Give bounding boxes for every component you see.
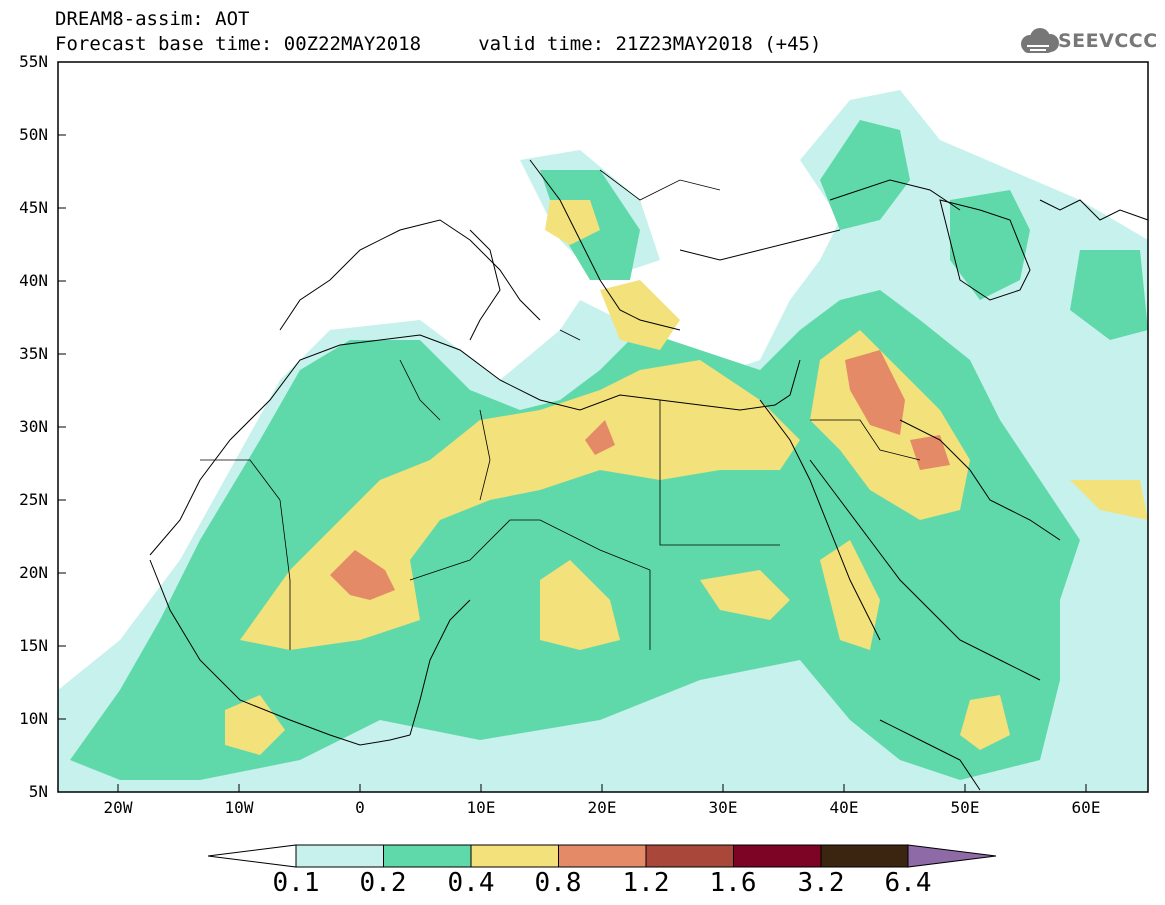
aot-band-0.8 — [330, 350, 950, 600]
lat-label-30n: 30N — [19, 417, 48, 436]
colorbar-cell-0.2 — [383, 844, 472, 868]
colorbar-cell-0.8 — [558, 844, 647, 868]
colorbar-label-1.6: 1.6 — [709, 868, 757, 898]
logo-text: SEEVCCC — [1058, 30, 1158, 52]
lat-label-40n: 40N — [19, 271, 48, 290]
colorbar-high-arrow — [907, 844, 997, 868]
lon-label-0: 0 — [355, 798, 365, 817]
colorbar-cell-1.2 — [645, 844, 734, 868]
lat-label-35n: 35N — [19, 344, 48, 363]
lat-label-55n: 55N — [19, 52, 48, 71]
coastlines — [149, 159, 1149, 791]
lat-label-15n: 15N — [19, 636, 48, 655]
lon-label-50e: 50E — [950, 798, 980, 817]
lat-label-45n: 45N — [19, 198, 48, 217]
lat-label-10n: 10N — [19, 709, 48, 728]
colorbar-label-0.2: 0.2 — [359, 868, 407, 898]
country-borders — [200, 169, 921, 650]
cloud-logo-icon — [1021, 28, 1059, 53]
lon-label-30e: 30E — [708, 798, 738, 817]
lon-label-20w: 20W — [103, 798, 133, 817]
colorbar-label-3.2: 3.2 — [797, 868, 845, 898]
colorbar-label-6.4: 6.4 — [884, 868, 932, 898]
colorbar-label-0.4: 0.4 — [447, 868, 495, 898]
lon-label-10w: 10W — [224, 798, 254, 817]
colorbar-cell-1.6 — [733, 844, 822, 868]
colorbar-label-0.8: 0.8 — [534, 868, 582, 898]
lon-label-60e: 60E — [1071, 798, 1101, 817]
lat-label-5n: 5N — [28, 782, 48, 801]
colorbar-cell-0.1 — [295, 844, 384, 868]
colorbar-cell-0.4 — [470, 844, 559, 868]
colorbar-cell-3.2 — [820, 844, 909, 868]
plot-title: DREAM8-assim: AOT — [55, 8, 250, 30]
colorbar-label-1.2: 1.2 — [622, 868, 670, 898]
colorbar-low-arrow — [207, 844, 297, 868]
lon-label-20e: 20E — [587, 798, 617, 817]
axis-ticks — [58, 61, 1087, 792]
lat-label-20n: 20N — [19, 563, 48, 582]
lon-label-40e: 40E — [829, 798, 859, 817]
lat-label-25n: 25N — [19, 490, 48, 509]
colorbar-label-0.1: 0.1 — [272, 868, 320, 898]
lat-label-50n: 50N — [19, 125, 48, 144]
forecast-time-line: Forecast base time: 00Z22MAY2018 valid t… — [55, 33, 822, 55]
lon-label-10e: 10E — [466, 798, 496, 817]
